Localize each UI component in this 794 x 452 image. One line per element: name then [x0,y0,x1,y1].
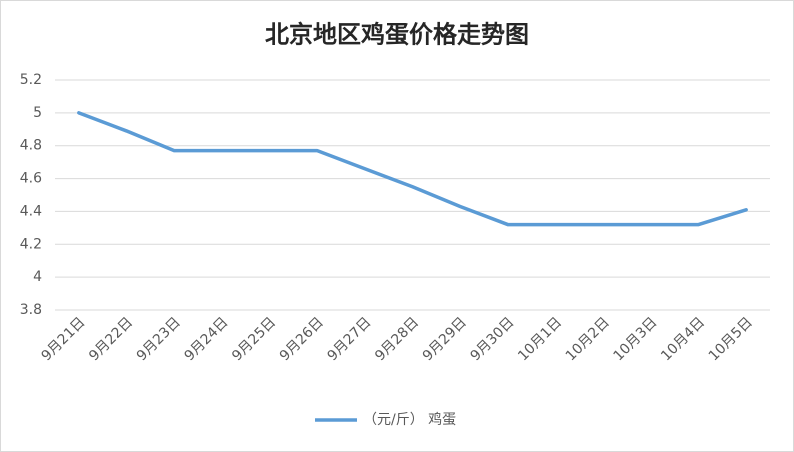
y-tick-label: 4.8 [20,138,42,154]
y-tick-label: 4.4 [20,203,42,219]
y-tick-label: 3.8 [20,302,42,318]
data-line [77,111,748,227]
y-tick-label: 5 [33,105,42,121]
chart-title: 北京地区鸡蛋价格走势图 [265,20,529,49]
y-tick-label: 4.6 [20,171,42,187]
y-tick-label: 4 [33,269,42,285]
y-tick-label: 5.2 [20,72,42,88]
legend-label: （元/斤） 鸡蛋 [363,411,456,428]
y-tick-label: 4.2 [20,236,42,252]
